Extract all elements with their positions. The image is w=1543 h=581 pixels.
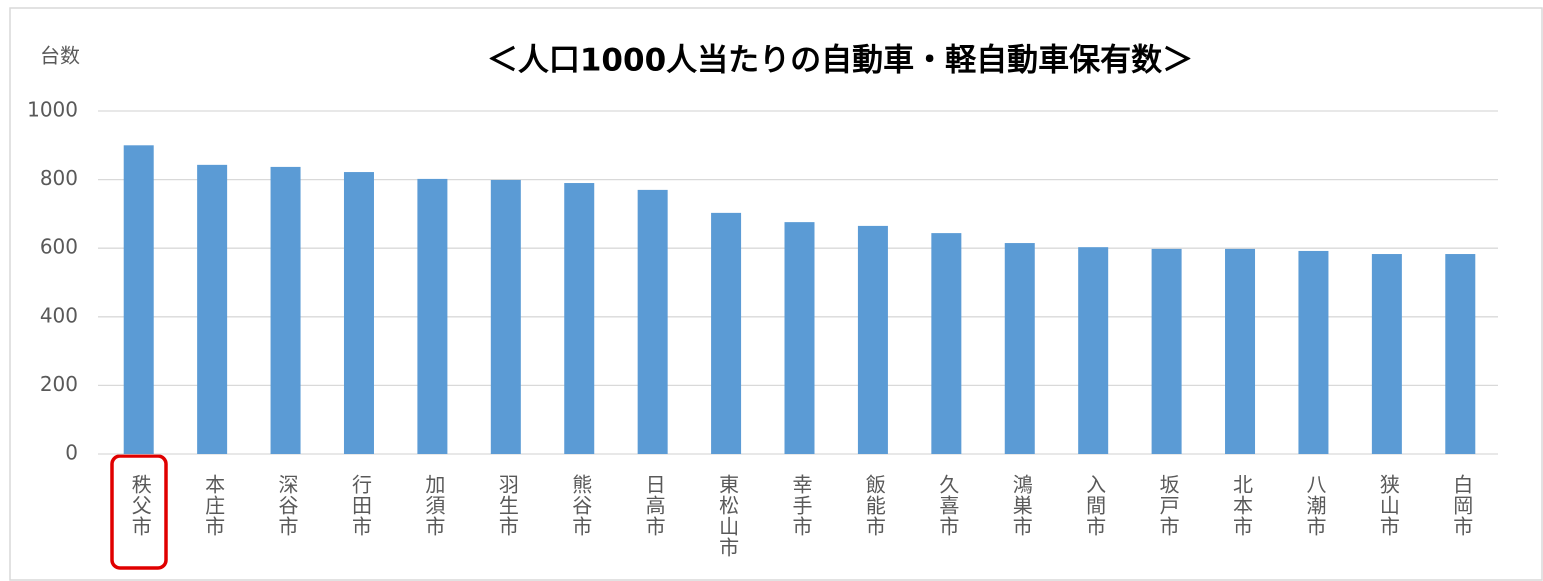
x-tick-label: 深谷市 — [275, 474, 299, 537]
y-tick-label: 400 — [40, 303, 78, 327]
bar — [343, 172, 374, 454]
bar — [1151, 248, 1182, 454]
highlight-box — [110, 454, 168, 570]
bar — [270, 166, 301, 454]
x-tick-label: 行田市 — [348, 474, 372, 537]
x-tick-label: 東松山市 — [716, 474, 740, 558]
x-tick-label: 幸手市 — [789, 474, 813, 537]
bar — [197, 164, 228, 454]
y-tick-label: 1000 — [27, 98, 78, 122]
x-tick-label: 日高市 — [642, 474, 666, 537]
x-tick-label: 坂戸市 — [1156, 474, 1180, 537]
x-tick-label: 飯能市 — [862, 474, 886, 537]
bar — [1298, 250, 1329, 454]
x-tick-label: 羽生市 — [495, 474, 519, 537]
chart-frame — [9, 7, 1543, 581]
x-tick-label: 久喜市 — [936, 474, 960, 537]
chart-title: ＜人口1000人当たりの自動車・軽自動車保有数＞ — [487, 43, 1193, 79]
bar — [1004, 243, 1035, 454]
x-tick-label: 八潮市 — [1303, 474, 1327, 537]
bar — [857, 225, 888, 454]
bar — [417, 178, 448, 454]
bar — [784, 222, 815, 454]
bar — [1225, 248, 1256, 454]
x-tick-label: 入間市 — [1083, 474, 1107, 537]
x-tick-label: 秩父市 — [128, 474, 152, 537]
bar — [490, 179, 521, 454]
x-tick-label: 狭山市 — [1376, 474, 1400, 537]
y-tick-label: 600 — [40, 235, 78, 259]
x-tick-label: 北本市 — [1230, 474, 1254, 537]
bar — [637, 189, 668, 454]
bar — [123, 145, 154, 455]
bar — [931, 233, 962, 454]
bar — [564, 183, 595, 454]
y-axis-label: 台数 — [40, 44, 80, 68]
y-tick-label: 0 — [65, 441, 78, 465]
bar — [1371, 254, 1402, 454]
x-tick-label: 白岡市 — [1450, 474, 1474, 537]
x-tick-label: 熊谷市 — [569, 474, 593, 537]
y-tick-label: 800 — [40, 166, 78, 190]
x-tick-label: 加須市 — [422, 474, 446, 537]
bar — [1078, 247, 1109, 454]
x-tick-label: 本庄市 — [202, 474, 226, 537]
bar — [711, 212, 742, 454]
x-tick-label: 鴻巣市 — [1009, 474, 1033, 537]
y-tick-label: 200 — [40, 372, 78, 396]
bar — [1445, 254, 1476, 454]
